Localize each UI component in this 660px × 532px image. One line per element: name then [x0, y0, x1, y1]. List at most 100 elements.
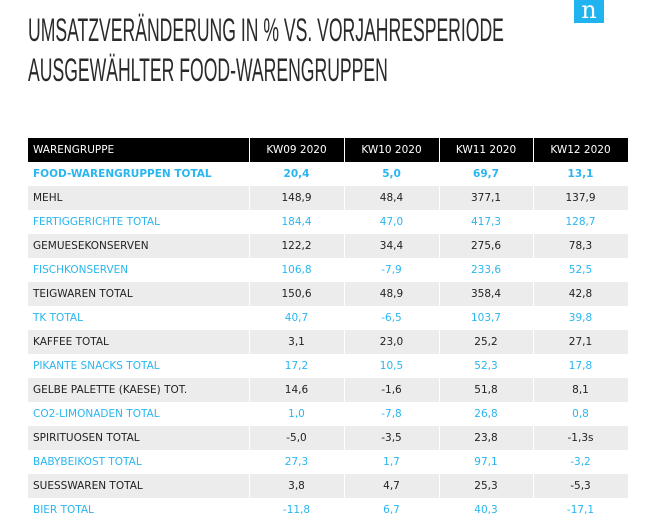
- cell-value: -17,1: [533, 498, 629, 522]
- cell-value: 122,2: [249, 234, 345, 258]
- cell-value: 275,6: [439, 234, 534, 258]
- cell-value: 103,7: [439, 306, 534, 330]
- cell-value: 51,8: [439, 378, 534, 402]
- cell-value: 20,4: [249, 162, 345, 186]
- table-row: PIKANTE SNACKS TOTAL 17,2 10,5 52,3 17,8: [28, 354, 629, 378]
- table-row: BABYBEIKOST TOTAL 27,3 1,7 97,1 -3,2: [28, 450, 629, 474]
- row-label: GEMUESEKONSERVEN: [28, 234, 250, 258]
- cell-value: 5,0: [344, 162, 440, 186]
- cell-value: -11,8: [249, 498, 345, 522]
- cell-value: 25,3: [439, 474, 534, 498]
- cell-value: 417,3: [439, 210, 534, 234]
- cell-value: 40,7: [249, 306, 345, 330]
- cell-value: 10,5: [344, 354, 440, 378]
- table-row: KAFFEE TOTAL 3,1 23,0 25,2 27,1: [28, 330, 629, 354]
- table-row: GEMUESEKONSERVEN 122,2 34,4 275,6 78,3: [28, 234, 629, 258]
- cell-value: -1,6: [344, 378, 440, 402]
- cell-value: 40,3: [439, 498, 534, 522]
- cell-value: 3,1: [249, 330, 345, 354]
- brand-logo: n: [574, 0, 604, 23]
- row-label: CO2-LIMONADEN TOTAL: [28, 402, 250, 426]
- cell-value: 8,1: [533, 378, 629, 402]
- cell-value: 48,9: [344, 282, 440, 306]
- cell-value: 358,4: [439, 282, 534, 306]
- cell-value: -6,5: [344, 306, 440, 330]
- cell-value: 39,8: [533, 306, 629, 330]
- row-label: TEIGWAREN TOTAL: [28, 282, 250, 306]
- table-row: FISCHKONSERVEN 106,8 -7,9 233,6 52,5: [28, 258, 629, 282]
- table-row: SUESSWAREN TOTAL 3,8 4,7 25,3 -5,3: [28, 474, 629, 498]
- column-header: KW10 2020: [344, 138, 440, 162]
- cell-value: -7,8: [344, 402, 440, 426]
- cell-value: 106,8: [249, 258, 345, 282]
- cell-value: -5,0: [249, 426, 345, 450]
- cell-value: 47,0: [344, 210, 440, 234]
- cell-value: 6,7: [344, 498, 440, 522]
- cell-value: 52,5: [533, 258, 629, 282]
- cell-value: -3,5: [344, 426, 440, 450]
- cell-value: 25,2: [439, 330, 534, 354]
- cell-value: 97,1: [439, 450, 534, 474]
- cell-value: 42,8: [533, 282, 629, 306]
- cell-value: 3,8: [249, 474, 345, 498]
- row-label: GELBE PALETTE (KAESE) TOT.: [28, 378, 250, 402]
- column-header: KW11 2020: [439, 138, 534, 162]
- row-label: TK TOTAL: [28, 306, 250, 330]
- cell-value: 1,7: [344, 450, 440, 474]
- row-label: PIKANTE SNACKS TOTAL: [28, 354, 250, 378]
- table-row: FOOD-WARENGRUPPEN TOTAL 20,4 5,0 69,7 13,1: [28, 162, 629, 186]
- cell-value: 128,7: [533, 210, 629, 234]
- cell-value: 48,4: [344, 186, 440, 210]
- cell-value: 27,3: [249, 450, 345, 474]
- title-line-1: UMSATZVERÄNDERUNG IN % VS. VORJAHRESPERI…: [28, 12, 504, 48]
- cell-value: 17,8: [533, 354, 629, 378]
- table-row: FERTIGGERICHTE TOTAL 184,4 47,0 417,3 128,7: [28, 210, 629, 234]
- cell-value: 69,7: [439, 162, 534, 186]
- table-row: MEHL 148,9 48,4 377,1 137,9: [28, 186, 629, 210]
- row-label: FOOD-WARENGRUPPEN TOTAL: [28, 162, 250, 186]
- row-label: SUESSWAREN TOTAL: [28, 474, 250, 498]
- cell-value: 27,1: [533, 330, 629, 354]
- row-label: KAFFEE TOTAL: [28, 330, 250, 354]
- cell-value: 184,4: [249, 210, 345, 234]
- table-row: GELBE PALETTE (KAESE) TOT. 14,6 -1,6 51,8 8,…: [28, 378, 629, 402]
- column-header: KW12 2020: [533, 138, 629, 162]
- cell-value: -1,3s: [533, 426, 629, 450]
- column-header: KW09 2020: [249, 138, 345, 162]
- column-header: WARENGRUPPE: [28, 138, 250, 162]
- table-header-row: WARENGRUPPE KW09 2020 KW10 2020 KW11 202…: [28, 138, 629, 162]
- cell-value: 26,8: [439, 402, 534, 426]
- row-label: SPIRITUOSEN TOTAL: [28, 426, 250, 450]
- cell-value: 377,1: [439, 186, 534, 210]
- table-row: TK TOTAL 40,7 -6,5 103,7 39,8: [28, 306, 629, 330]
- cell-value: -5,3: [533, 474, 629, 498]
- row-label: BIER TOTAL: [28, 498, 250, 522]
- cell-value: 23,0: [344, 330, 440, 354]
- table-row: BIER TOTAL -11,8 6,7 40,3 -17,1: [28, 498, 629, 522]
- cell-value: 23,8: [439, 426, 534, 450]
- table-row: CO2-LIMONADEN TOTAL 1,0 -7,8 26,8 0,8: [28, 402, 629, 426]
- cell-value: 148,9: [249, 186, 345, 210]
- table-row: SPIRITUOSEN TOTAL -5,0 -3,5 23,8 -1,3s: [28, 426, 629, 450]
- cell-value: 52,3: [439, 354, 534, 378]
- table-row: TEIGWAREN TOTAL 150,6 48,9 358,4 42,8: [28, 282, 629, 306]
- cell-value: 34,4: [344, 234, 440, 258]
- cell-value: 17,2: [249, 354, 345, 378]
- cell-value: 78,3: [533, 234, 629, 258]
- cell-value: 233,6: [439, 258, 534, 282]
- sales-change-table: WARENGRUPPE KW09 2020 KW10 2020 KW11 202…: [28, 138, 629, 522]
- cell-value: 13,1: [533, 162, 629, 186]
- row-label: MEHL: [28, 186, 250, 210]
- cell-value: -3,2: [533, 450, 629, 474]
- cell-value: 150,6: [249, 282, 345, 306]
- row-label: FISCHKONSERVEN: [28, 258, 250, 282]
- cell-value: -7,9: [344, 258, 440, 282]
- cell-value: 137,9: [533, 186, 629, 210]
- cell-value: 0,8: [533, 402, 629, 426]
- cell-value: 4,7: [344, 474, 440, 498]
- title-line-2: AUSGEWÄHLTER FOOD-WARENGRUPPEN: [28, 52, 388, 88]
- row-label: BABYBEIKOST TOTAL: [28, 450, 250, 474]
- cell-value: 1,0: [249, 402, 345, 426]
- cell-value: 14,6: [249, 378, 345, 402]
- row-label: FERTIGGERICHTE TOTAL: [28, 210, 250, 234]
